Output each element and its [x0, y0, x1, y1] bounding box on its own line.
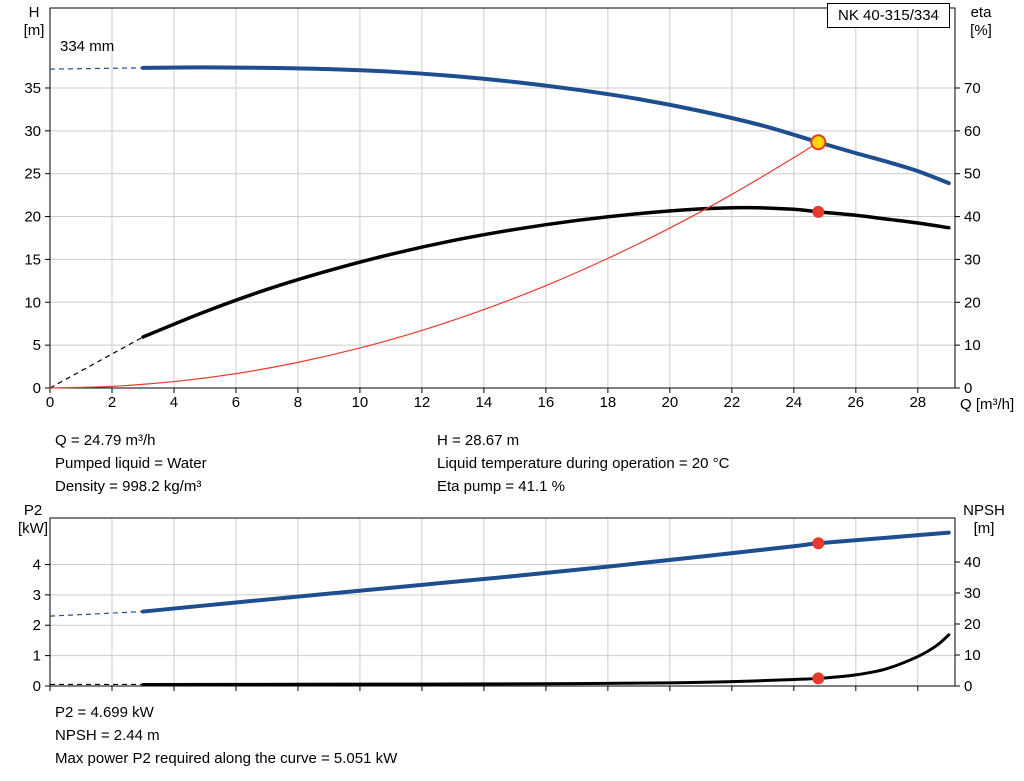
duty-details-left: Q = 24.79 m³/h Pumped liquid = Water Den…	[55, 429, 207, 498]
svg-text:0: 0	[33, 678, 41, 695]
svg-text:18: 18	[600, 394, 617, 411]
svg-text:30: 30	[964, 585, 981, 602]
h-axis-title: H [m]	[16, 4, 52, 40]
p2-axis-symbol: P2	[23, 502, 43, 519]
svg-text:2: 2	[33, 617, 41, 634]
svg-text:35: 35	[24, 80, 41, 97]
p2-axis-title: P2 [kW]	[14, 502, 52, 538]
pump-model-badge: NK 40-315/334	[827, 3, 950, 28]
svg-text:22: 22	[724, 394, 741, 411]
svg-text:4: 4	[33, 556, 41, 573]
system-curve	[49, 141, 819, 389]
svg-text:0: 0	[964, 678, 972, 695]
head-value: H = 28.67 m	[437, 432, 520, 449]
svg-text:10: 10	[24, 294, 41, 311]
p2-curve-lead	[49, 610, 144, 617]
svg-text:20: 20	[24, 209, 41, 226]
svg-text:10: 10	[964, 647, 981, 664]
duty-point-p2	[812, 537, 825, 550]
npsh-axis-unit: [m]	[973, 520, 995, 537]
head-curve-lead	[49, 67, 143, 70]
svg-text:60: 60	[964, 123, 981, 140]
svg-text:5: 5	[33, 337, 41, 354]
duty-point-eta	[812, 205, 825, 218]
svg-text:40: 40	[964, 209, 981, 226]
svg-text:30: 30	[24, 123, 41, 140]
eta-axis-title: eta [%]	[958, 4, 1004, 40]
svg-text:50: 50	[964, 166, 981, 183]
power-details: P2 = 4.699 kW NPSH = 2.44 m Max power P2…	[55, 701, 397, 770]
head-curve	[140, 65, 951, 186]
hq-eta-chart-svg: 0 2 4 6 8 10 12 14 16 18 20 22 24 26 28051015202530350…	[24, 7, 981, 411]
svg-text:25: 25	[24, 166, 41, 183]
p2-axis-unit: [kW]	[18, 520, 48, 537]
svg-text:0: 0	[46, 394, 54, 411]
flow-value: Q = 24.79 m³/h	[55, 432, 156, 449]
p2-npsh-chart-area: 0 1 2 3 4 0 10 20 30 40	[0, 498, 1024, 728]
svg-text:20: 20	[964, 294, 981, 311]
max-power-value: Max power P2 required along the curve = …	[55, 750, 398, 767]
svg-text:20: 20	[662, 394, 679, 411]
svg-text:0: 0	[964, 380, 972, 397]
svg-text:2: 2	[108, 394, 116, 411]
p2-value: P2 = 4.699 kW	[55, 704, 154, 721]
svg-text:24: 24	[785, 394, 802, 411]
duty-point-npsh	[812, 672, 825, 685]
pumped-liquid-value: Pumped liquid = Water	[55, 455, 207, 472]
svg-text:26: 26	[847, 394, 864, 411]
svg-text:70: 70	[964, 80, 981, 97]
liquid-temperature-value: Liquid temperature during operation = 20…	[437, 455, 730, 472]
npsh-axis-title: NPSH [m]	[952, 502, 1016, 538]
svg-text:10: 10	[352, 394, 369, 411]
svg-text:10: 10	[964, 337, 981, 354]
svg-text:6: 6	[232, 394, 240, 411]
h-axis-symbol: H	[28, 4, 40, 21]
density-value: Density = 998.2 kg/m³	[55, 478, 202, 495]
svg-text:15: 15	[24, 251, 41, 268]
svg-text:8: 8	[294, 394, 302, 411]
eta-axis-unit: [%]	[970, 22, 992, 39]
svg-text:4: 4	[170, 394, 178, 411]
hq-eta-chart-area: 0 2 4 6 8 10 12 14 16 18 20 22 24 26 28 0 5 10 15 20 25 30 35 0…	[24, 7, 981, 411]
eta-axis-symbol: eta	[970, 4, 992, 21]
impeller-diameter-label: 334 mm	[60, 38, 115, 55]
svg-text:0: 0	[33, 380, 41, 397]
npsh-value: NPSH = 2.44 m	[55, 727, 160, 744]
svg-text:30: 30	[964, 251, 981, 268]
npsh-curve	[141, 633, 951, 686]
svg-text:3: 3	[33, 587, 41, 604]
svg-text:28: 28	[909, 394, 926, 411]
svg-text:12: 12	[414, 394, 431, 411]
svg-text:20: 20	[964, 616, 981, 633]
efficiency-curve	[141, 205, 951, 339]
h-axis-unit: [m]	[23, 22, 45, 39]
svg-text:14: 14	[476, 394, 493, 411]
npsh-axis-symbol: NPSH	[963, 502, 1005, 519]
duty-point-head	[810, 134, 827, 151]
svg-text:16: 16	[538, 394, 555, 411]
eta-pump-value: Eta pump = 41.1 %	[437, 478, 565, 495]
q-axis-label: Q [m³/h]	[960, 396, 1015, 413]
svg-text:1: 1	[33, 648, 41, 665]
duty-details-right: H = 28.67 m Liquid temperature during op…	[437, 429, 729, 498]
svg-text:40: 40	[964, 554, 981, 571]
